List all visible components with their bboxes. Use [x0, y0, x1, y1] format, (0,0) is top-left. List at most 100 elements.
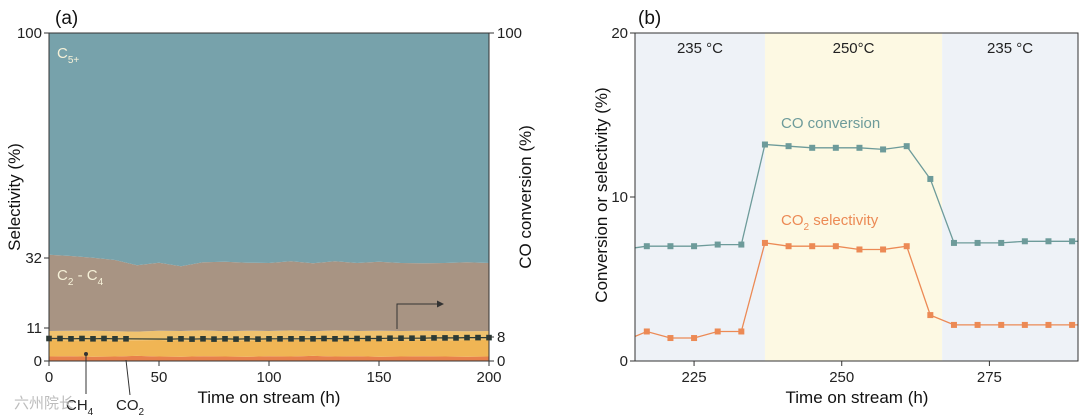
co-conversion-point [691, 243, 698, 250]
co-conversion-point [998, 239, 1005, 246]
area-ch4 [49, 339, 489, 357]
co-conversion-point [880, 146, 887, 153]
co-conversion-point [167, 336, 173, 342]
co2-selectivity-point [903, 243, 910, 250]
co-conversion-point [785, 143, 792, 150]
panel-a-stacked-areas [49, 33, 489, 361]
co-conversion-point [90, 336, 96, 342]
y-tick-label: 0 [34, 353, 42, 370]
co2-selectivity-point [974, 321, 981, 328]
panel-b-series [634, 141, 1078, 342]
panel-b-temperature-regions: 235 °C 250°C 235 °C [635, 33, 1078, 361]
y-tick-label: 100 [17, 25, 42, 42]
x-tick-label: 50 [151, 369, 168, 386]
co-conversion-point [643, 243, 650, 250]
co-conversion-point [409, 335, 415, 341]
co-conversion-point [101, 335, 107, 342]
temperature-region-label: 235 °C [677, 40, 723, 57]
co-conversion-point [288, 336, 294, 342]
panel-a-y-axis-label: Selectivity (%) [5, 143, 24, 251]
co-conversion-point [68, 336, 74, 342]
co2-selectivity-series-label: CO2 selectivity [781, 212, 879, 233]
co-conversion-point [442, 335, 448, 341]
c2-c4-area-label: C2 - C4 [57, 267, 104, 288]
co-conversion-point [431, 335, 437, 341]
co-conversion-point [1069, 238, 1076, 245]
co-conversion-point [903, 143, 910, 150]
co-conversion-point [255, 336, 261, 342]
co2-selectivity-point [643, 328, 650, 335]
co2-selectivity-point [1069, 321, 1076, 328]
panel-a-x-axis-label: Time on stream (h) [198, 388, 341, 407]
co2-selectivity-point [832, 243, 839, 250]
co-conversion-point [809, 144, 816, 151]
co2-selectivity-point [761, 239, 768, 246]
x-tick-label: 0 [45, 369, 53, 386]
panel-b-x-ticks: 225 250 275 [682, 361, 1002, 386]
c5plus-area-label: C5+ [57, 45, 79, 66]
co-conversion-point [761, 141, 768, 148]
co-conversion-point [1021, 238, 1028, 245]
panel-b-x-axis-label: Time on stream (h) [786, 388, 929, 407]
co-conversion-point [123, 336, 129, 342]
area-c5- [49, 33, 489, 267]
co-conversion-point [343, 335, 349, 342]
co-conversion-arrowhead [437, 300, 444, 308]
co2-selectivity-point [809, 243, 816, 250]
co-conversion-point [266, 336, 272, 342]
co2-selectivity-point [927, 312, 934, 319]
co2-selectivity-point [714, 328, 721, 335]
co-conversion-point [277, 336, 283, 342]
co-conversion-point [420, 335, 426, 341]
co-conversion-point [950, 239, 957, 246]
co2-callout-label: CO2 [116, 397, 145, 418]
panel-a-co-conversion-series [46, 334, 492, 342]
x-tick-label: 250 [829, 369, 854, 386]
y-tick-label: 10 [611, 189, 628, 206]
co2-selectivity-point [738, 328, 745, 335]
y-tick-label: 11 [26, 320, 42, 337]
x-tick-label: 100 [256, 369, 281, 386]
panel-a-y2-axis-label: CO conversion (%) [516, 125, 535, 269]
y-tick-label: 0 [620, 353, 628, 370]
panel-a-y2-ticks: 0 8 100 [489, 25, 522, 370]
x-tick-label: 150 [366, 369, 391, 386]
co-conversion-point [475, 334, 481, 341]
co-conversion-point [310, 336, 316, 342]
area-c2-c4 [49, 254, 489, 332]
co2-selectivity-point [998, 321, 1005, 328]
y2-tick-label: 100 [497, 25, 522, 42]
panel-a-y-ticks: 0 11 32 100 [17, 25, 49, 370]
co-conversion-point [453, 335, 459, 341]
panel-a-label: (a) [55, 8, 78, 29]
co-conversion-point [321, 335, 327, 342]
co-conversion-point [112, 336, 118, 342]
co2-selectivity-point [950, 321, 957, 328]
co-conversion-axis-arrow [396, 303, 440, 329]
co2-callout-line [125, 359, 131, 396]
co-conversion-point [332, 336, 338, 342]
x-tick-label: 225 [682, 369, 707, 386]
co-conversion-point [974, 239, 981, 246]
co-conversion-series-label: CO conversion [781, 115, 880, 132]
y2-tick-label: 0 [497, 353, 505, 370]
ch4-callout-dot [84, 352, 88, 356]
co-conversion-point [233, 336, 239, 342]
co-conversion-point [387, 335, 393, 341]
panel-b-y-ticks: 0 10 20 [611, 25, 635, 370]
co-conversion-point [738, 241, 745, 248]
co2-selectivity-point [1045, 321, 1052, 328]
co-conversion-point [714, 241, 721, 248]
y2-tick-label: 8 [497, 329, 505, 346]
panel-b-label: (b) [638, 8, 661, 29]
co-conversion-point [79, 335, 85, 342]
y-tick-label: 20 [611, 25, 628, 42]
temperature-region [764, 33, 943, 361]
co-conversion-point [299, 336, 305, 342]
co-conversion-point [832, 144, 839, 151]
co2-selectivity-point [691, 335, 698, 342]
co-conversion-point [57, 335, 63, 342]
panel-a-x-ticks: 0 50 100 150 200 [45, 361, 502, 386]
co-conversion-point [200, 336, 206, 342]
temperature-region-label: 235 °C [987, 40, 1033, 57]
